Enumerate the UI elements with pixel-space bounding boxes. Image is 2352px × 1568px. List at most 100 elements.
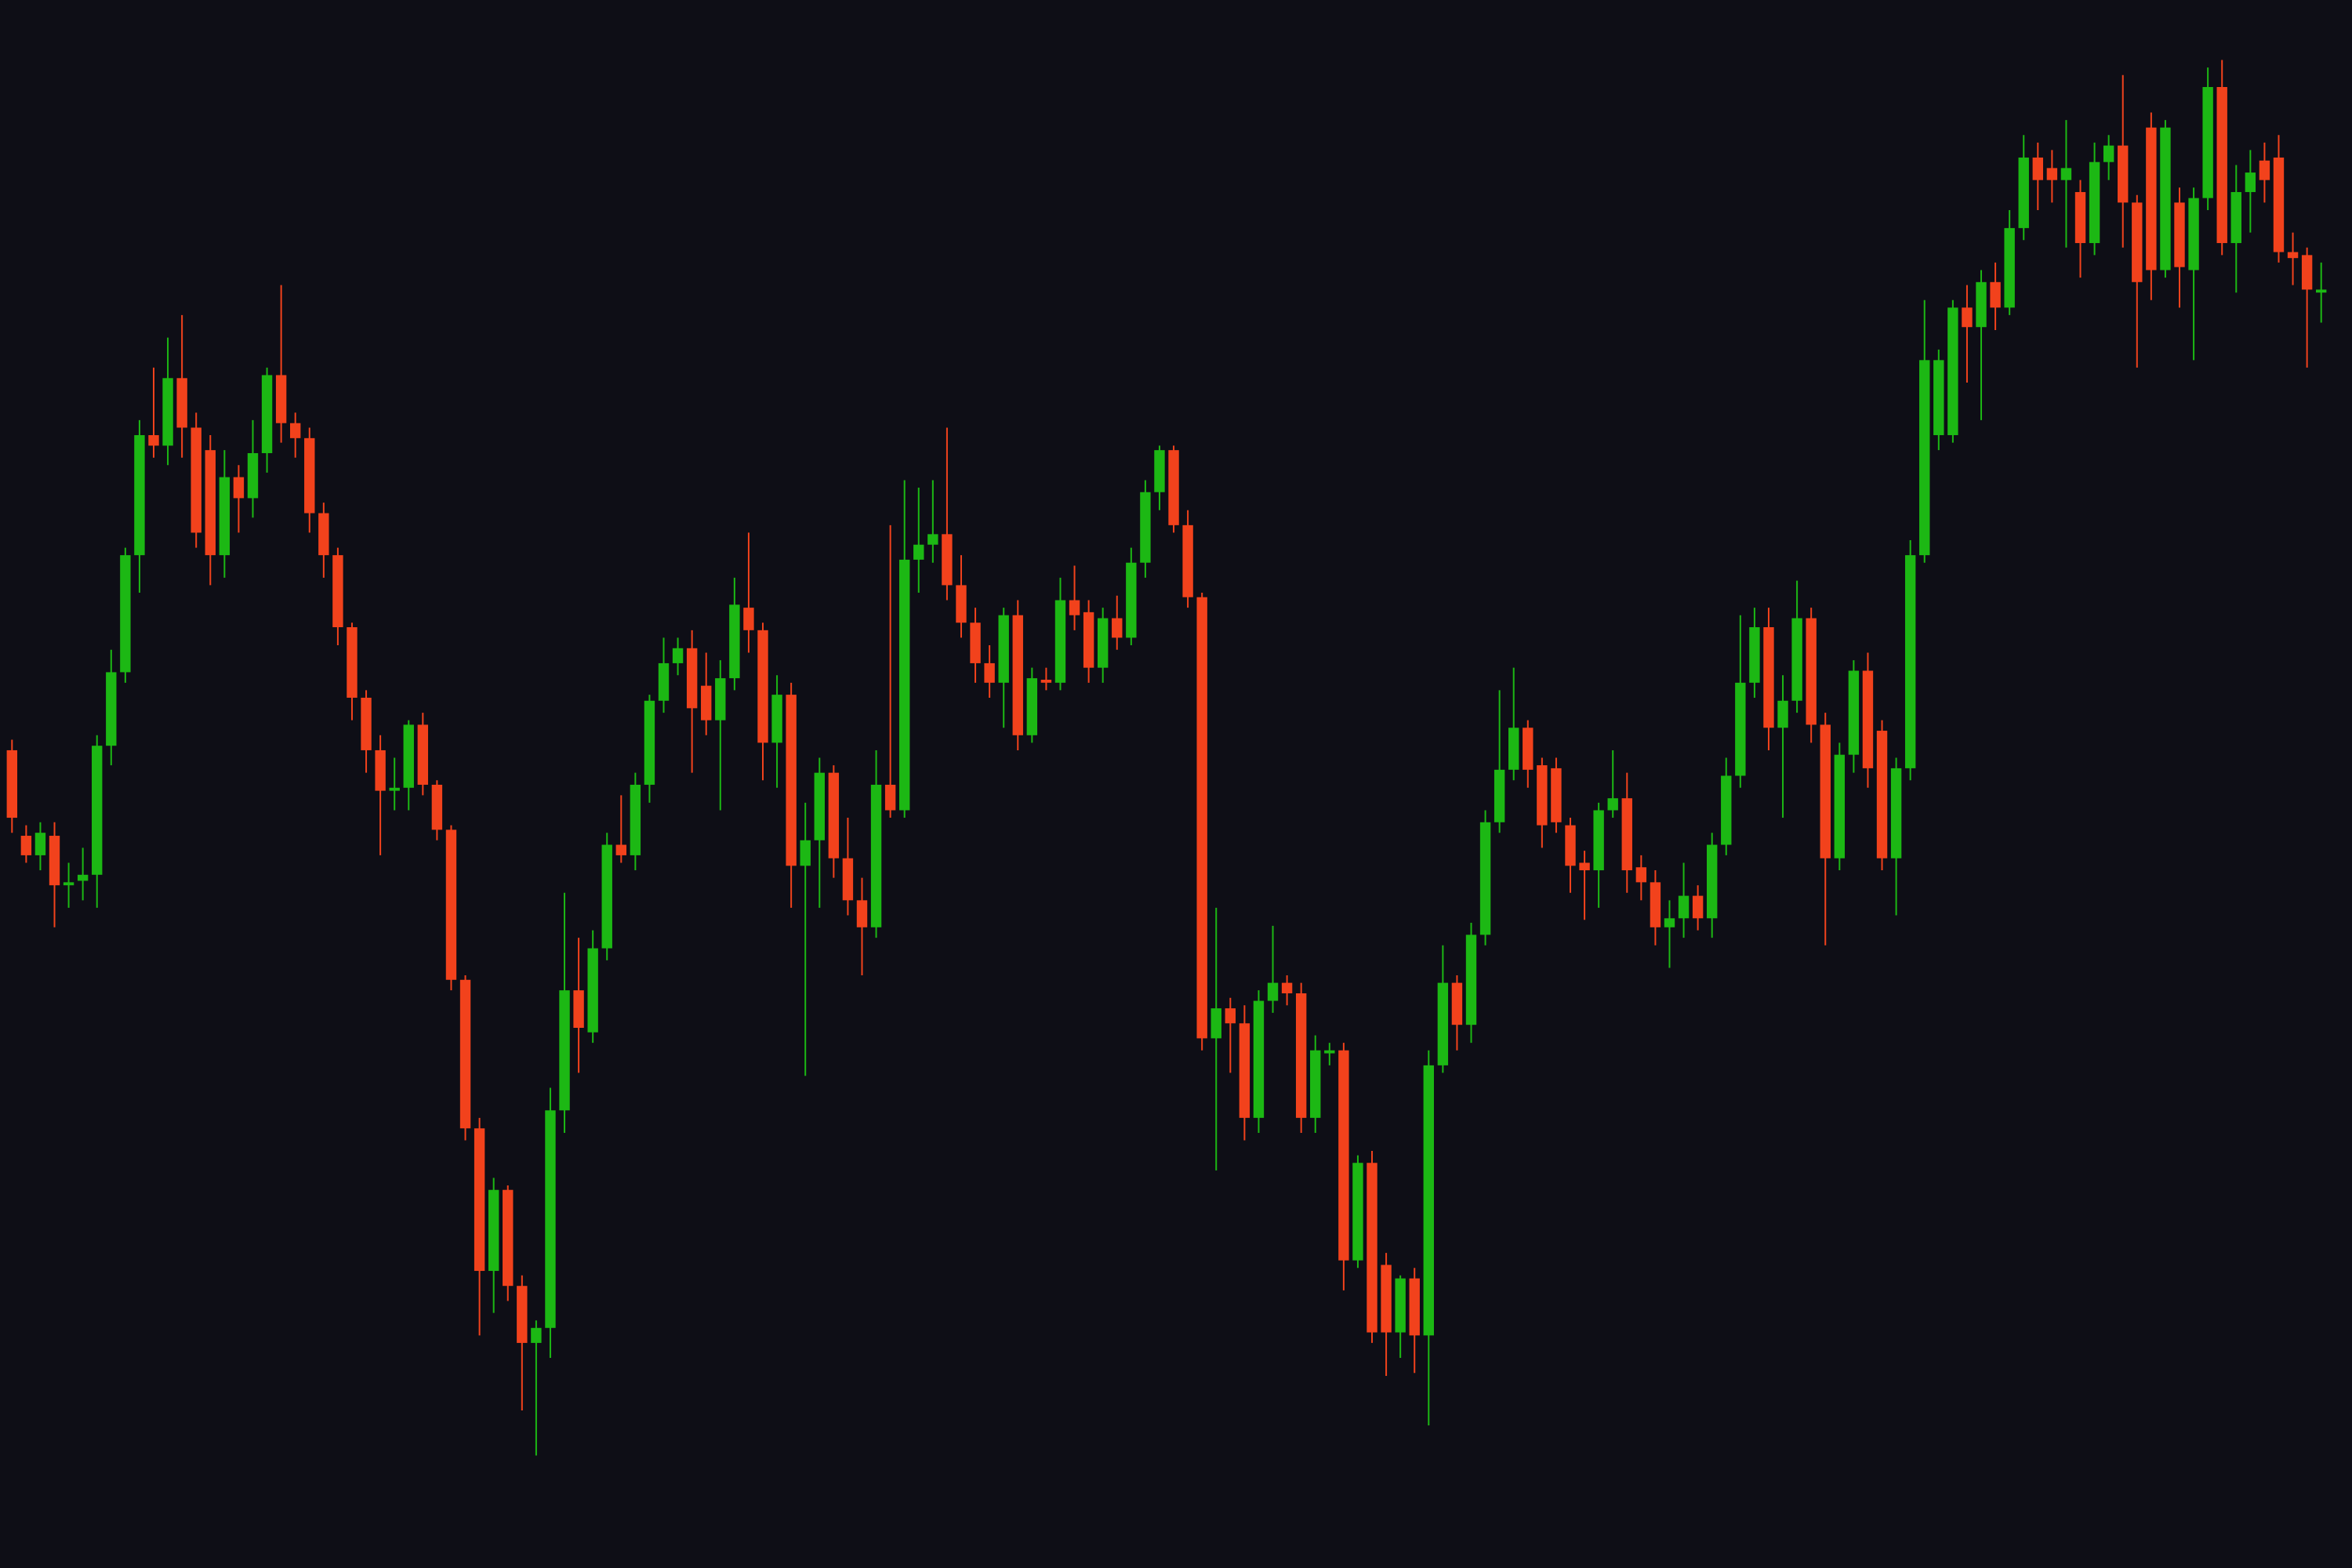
candle-body	[318, 513, 329, 556]
candle-body	[644, 700, 655, 785]
candle-body	[2004, 227, 2015, 308]
candle-body	[20, 836, 32, 855]
candle-body	[1508, 728, 1519, 770]
candle-body	[2103, 145, 2114, 162]
candle-body	[1126, 562, 1137, 638]
candle-body	[1579, 862, 1590, 871]
candle-body	[403, 724, 414, 788]
candle-body	[1054, 600, 1066, 683]
candle-body	[1225, 1008, 1236, 1024]
candle-body	[219, 477, 230, 556]
candle-body	[134, 435, 145, 556]
candle-body	[1862, 670, 1874, 768]
candle-body	[2118, 145, 2129, 203]
candle-body	[233, 477, 245, 499]
candle-body	[1735, 682, 1746, 776]
candle-body	[1650, 882, 1661, 927]
candle-body	[503, 1189, 514, 1287]
candle-body	[2245, 172, 2256, 192]
candle-body	[1253, 1000, 1265, 1118]
candle-body	[77, 874, 89, 881]
candle-body	[2146, 127, 2157, 270]
candle-body	[1182, 524, 1193, 597]
candle-body	[332, 555, 343, 627]
candle-body	[361, 697, 372, 750]
candle-body	[1338, 1050, 1349, 1261]
candle-body	[34, 833, 46, 855]
candle-body	[1523, 728, 1534, 770]
candle-body	[389, 787, 400, 791]
candle-body	[1565, 825, 1576, 866]
candle-body	[2216, 87, 2227, 244]
candle-body	[2230, 191, 2241, 244]
candle-body	[1876, 731, 1888, 858]
candle-body	[1919, 360, 1930, 556]
candle-body	[686, 648, 698, 709]
candle-body	[531, 1327, 542, 1343]
candle-body	[870, 784, 882, 927]
candle-body	[743, 608, 754, 630]
candle-body	[814, 772, 825, 840]
candle-body	[1933, 360, 1944, 436]
candle-body	[573, 990, 584, 1029]
candle-body	[1763, 627, 1774, 728]
candle-body	[304, 437, 315, 514]
candle-body	[1465, 935, 1477, 1025]
candle-body	[715, 678, 726, 720]
candle-body	[984, 662, 995, 683]
candle-body	[1196, 597, 1207, 1039]
candle-body	[913, 544, 924, 560]
candle-body	[120, 555, 131, 673]
candle-body	[1267, 982, 1279, 1001]
candle-body	[488, 1189, 499, 1272]
candle-body	[459, 979, 471, 1129]
candle-body	[1281, 982, 1293, 993]
candle-body	[884, 784, 896, 811]
candle-body	[2174, 202, 2185, 267]
candle-body	[205, 450, 216, 556]
candle-body	[1904, 555, 1916, 768]
candle-body	[1437, 982, 1449, 1065]
candle-body	[1962, 307, 1973, 328]
candle-body	[1395, 1278, 1406, 1333]
candle-body	[1097, 618, 1109, 668]
candle-body	[1324, 1050, 1335, 1054]
candle-body	[2202, 87, 2213, 198]
candle-body	[2089, 162, 2100, 244]
candle-body	[1367, 1163, 1377, 1333]
candle-body	[2132, 202, 2143, 282]
candle-body	[1820, 724, 1831, 858]
candle-body	[1593, 810, 1604, 871]
candle-body	[757, 630, 768, 743]
candle-body	[1423, 1065, 1434, 1336]
candle-body	[191, 427, 201, 533]
candle-body	[1140, 492, 1151, 563]
candle-body	[1168, 450, 1179, 525]
candle-body	[1537, 765, 1548, 826]
candle-body	[1381, 1265, 1392, 1333]
candle-body	[1890, 768, 1902, 858]
candle-body	[998, 615, 1009, 683]
candle-body	[1806, 618, 1817, 725]
candle-body	[828, 772, 840, 858]
candle-body	[1154, 450, 1165, 492]
candle-body	[2074, 191, 2086, 244]
candle-body	[786, 695, 797, 866]
candle-body	[2046, 168, 2058, 180]
candle-body	[261, 375, 273, 453]
candle-body	[2287, 252, 2299, 259]
candle-body	[275, 375, 287, 423]
candle-body	[970, 622, 981, 663]
candle-body	[771, 695, 782, 743]
candle-body	[1976, 281, 1987, 328]
candle-body	[2259, 160, 2270, 180]
candle-body	[1721, 775, 1732, 845]
candle-body	[2160, 127, 2171, 270]
candle-body	[1026, 678, 1038, 735]
candle-body	[2060, 168, 2072, 180]
candle-body	[106, 672, 117, 746]
candle-body	[615, 844, 627, 855]
candle-body	[247, 452, 259, 499]
candle-body	[1451, 982, 1463, 1025]
